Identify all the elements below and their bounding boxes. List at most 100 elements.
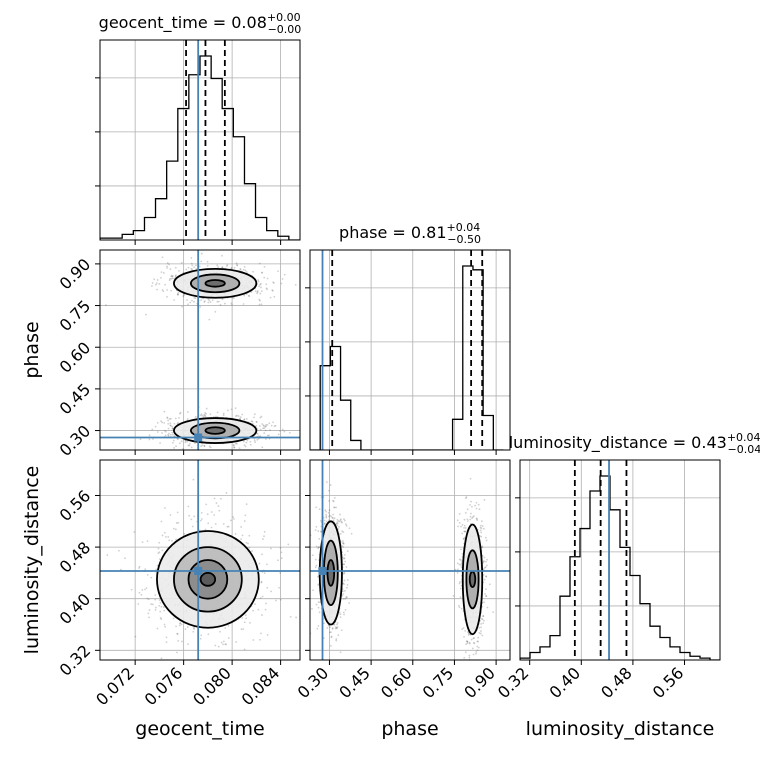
scatter-point bbox=[462, 538, 465, 540]
scatter-point bbox=[274, 424, 277, 427]
scatter-point bbox=[242, 628, 245, 631]
scatter-point bbox=[458, 558, 461, 561]
scatter-point bbox=[240, 526, 243, 528]
scatter-point bbox=[257, 279, 260, 281]
contour-line bbox=[187, 559, 229, 600]
scatter-point bbox=[314, 529, 317, 532]
scatter-point bbox=[174, 266, 177, 269]
scatter-point bbox=[163, 429, 166, 432]
scatter-point bbox=[164, 507, 166, 509]
scatter-point bbox=[213, 497, 216, 500]
scatter-point bbox=[325, 515, 328, 518]
scatter-point bbox=[167, 433, 169, 436]
scatter-point bbox=[193, 300, 195, 303]
x-axis-label-geocent_time: geocent_time bbox=[135, 718, 264, 740]
title-luminosity_distance: luminosity_distance = 0.43+0.04 −0.04 bbox=[509, 431, 760, 456]
scatter-point bbox=[215, 502, 218, 504]
scatter-point bbox=[344, 609, 347, 611]
scatter-point bbox=[323, 523, 326, 526]
scatter-point bbox=[164, 434, 167, 437]
scatter-point bbox=[339, 651, 342, 654]
scatter-point bbox=[156, 288, 158, 291]
histogram-luminosity_distance bbox=[520, 475, 720, 660]
scatter-point bbox=[339, 519, 342, 522]
scatter-point bbox=[167, 419, 170, 422]
scatter-point bbox=[279, 429, 281, 432]
scatter-point bbox=[460, 525, 462, 528]
scatter-point bbox=[330, 631, 332, 634]
scatter-point bbox=[477, 503, 480, 506]
scatter-point bbox=[323, 622, 325, 625]
scatter-point bbox=[162, 290, 165, 293]
scatter-point bbox=[476, 640, 479, 643]
scatter-point bbox=[169, 417, 172, 420]
scatter-point bbox=[227, 637, 230, 639]
scatter-point bbox=[171, 539, 173, 542]
scatter-point bbox=[342, 531, 345, 534]
scatter-point bbox=[317, 606, 320, 609]
scatter-point bbox=[462, 627, 465, 629]
title-geocent_time: geocent_time = 0.08+0.00 −0.00 bbox=[99, 11, 302, 36]
x-tick-label: 0.40 bbox=[545, 663, 584, 702]
scatter-point bbox=[255, 424, 258, 427]
scatter-point bbox=[481, 545, 484, 548]
scatter-point bbox=[329, 644, 332, 647]
scatter-point bbox=[266, 586, 269, 589]
scatter-point bbox=[155, 606, 157, 609]
scatter-point bbox=[322, 617, 325, 620]
scatter-point bbox=[337, 528, 340, 530]
scatter-point bbox=[248, 546, 251, 549]
x-tick-label: 0.90 bbox=[460, 663, 499, 702]
scatter-point bbox=[456, 519, 459, 522]
scatter-point bbox=[198, 452, 200, 454]
scatter-point bbox=[176, 633, 179, 635]
scatter-point bbox=[158, 541, 161, 544]
scatter-point bbox=[182, 447, 185, 450]
scatter-point bbox=[134, 635, 137, 638]
scatter-point bbox=[464, 530, 467, 533]
scatter-point bbox=[318, 537, 321, 540]
scatter-point bbox=[229, 519, 232, 522]
scatter-point bbox=[464, 497, 467, 500]
scatter-point bbox=[315, 545, 318, 548]
scatter-point bbox=[175, 445, 177, 448]
scatter-point bbox=[474, 504, 477, 507]
scatter-point bbox=[317, 601, 320, 603]
scatter-point bbox=[279, 598, 282, 601]
scatter-point bbox=[460, 564, 462, 567]
scatter-point bbox=[195, 264, 197, 267]
panel-frame bbox=[519, 459, 721, 661]
scatter-point bbox=[204, 411, 206, 414]
scatter-point bbox=[148, 434, 151, 437]
scatter-point bbox=[480, 617, 483, 620]
scatter-point bbox=[163, 623, 166, 626]
scatter-point bbox=[486, 606, 489, 609]
scatter-point bbox=[460, 559, 462, 561]
scatter-point bbox=[191, 264, 194, 267]
scatter-point bbox=[342, 563, 345, 566]
scatter-point bbox=[241, 616, 244, 619]
scatter-point bbox=[316, 627, 319, 630]
scatter-point bbox=[263, 432, 266, 434]
scatter-point bbox=[234, 442, 237, 445]
scatter-point bbox=[342, 593, 345, 595]
scatter-point bbox=[230, 267, 233, 270]
scatter-point bbox=[260, 303, 263, 306]
x-tick-label: 0.072 bbox=[92, 663, 138, 709]
scatter-point bbox=[343, 553, 346, 556]
scatter-point bbox=[482, 709, 484, 711]
scatter-point bbox=[342, 542, 345, 545]
scatter-point bbox=[253, 416, 255, 419]
scatter-point bbox=[181, 668, 183, 670]
scatter-point bbox=[485, 595, 487, 597]
scatter-point bbox=[260, 580, 263, 583]
scatter-point bbox=[210, 526, 213, 529]
scatter-point bbox=[243, 418, 246, 421]
y-tick-label: 0.40 bbox=[56, 590, 95, 629]
scatter-point bbox=[188, 442, 191, 445]
scatter-point bbox=[137, 603, 140, 605]
scatter-point bbox=[478, 631, 481, 634]
scatter-point bbox=[195, 268, 198, 270]
scatter-point bbox=[315, 564, 318, 567]
truth-marker bbox=[194, 433, 203, 442]
